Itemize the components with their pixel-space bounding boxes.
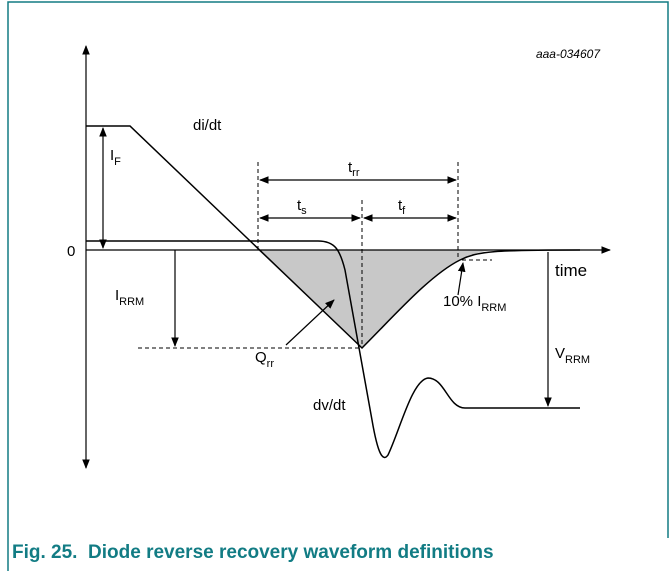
frame — [7, 1, 669, 571]
zero-label: 0 — [67, 243, 75, 260]
qrr-area — [258, 250, 495, 348]
trr-label: trr — [348, 159, 360, 179]
ten-percent-arrow — [457, 262, 466, 296]
qrr-arrow — [285, 299, 335, 346]
tf-label: tf — [398, 197, 406, 217]
vrrm-label: VRRM — [555, 345, 590, 366]
irrm-label: IRRM — [115, 287, 144, 308]
if-label: IF — [110, 147, 121, 168]
time-label: time — [555, 261, 587, 280]
qrr-label: Qrr — [255, 349, 274, 370]
figure-id: aaa-034607 — [536, 47, 601, 61]
voltage-waveform — [86, 240, 580, 459]
current-waveform — [86, 125, 581, 350]
didt-label: di/dt — [193, 117, 222, 134]
ts-label: ts — [297, 197, 307, 217]
dvdt-label: dv/dt — [313, 397, 346, 414]
caption: Fig. 25. Diode reverse recovery waveform… — [12, 542, 494, 563]
ten-percent-label: 10% IRRM — [443, 293, 506, 314]
